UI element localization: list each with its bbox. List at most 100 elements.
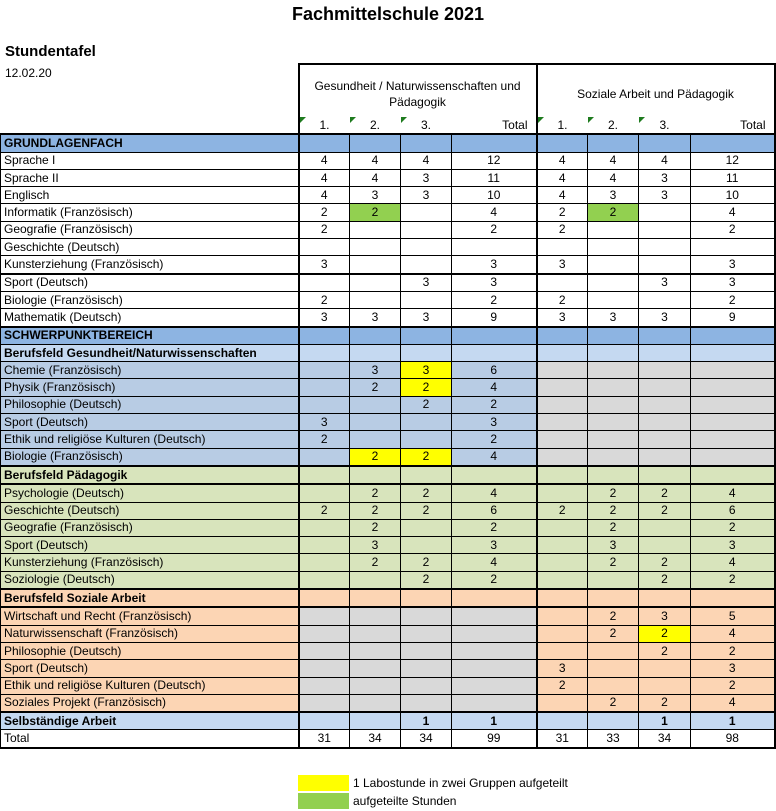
hours-cell (638, 238, 691, 257)
row-label: Mathematik (Deutsch) (0, 308, 300, 328)
hours-cell: 2 (587, 483, 639, 503)
hours-cell (349, 343, 401, 363)
hours-cell: 2 (587, 624, 639, 643)
hours-cell (587, 325, 639, 345)
hours-cell (451, 659, 538, 678)
hours-cell (451, 343, 538, 363)
row-label: Kunsterziehung (Französisch) (0, 255, 300, 275)
hours-cell: 4 (587, 168, 639, 188)
hours-cell (638, 133, 691, 153)
table-row: Kunsterziehung (Französisch) 3 3 3 3 (0, 255, 776, 275)
table-row: Geschichte (Deutsch) 2 2 2 6 2 2 2 6 (0, 501, 776, 520)
row-label: SCHWERPUNKTBEREICH (0, 325, 300, 345)
hours-cell: 12 (451, 151, 538, 170)
hours-cell (400, 238, 452, 257)
legend-label: 1 Labostunde in zwei Gruppen aufgeteilt (353, 776, 568, 790)
legend-swatch-yellow (298, 775, 349, 791)
hours-cell (298, 395, 350, 415)
hours-cell: 3 (690, 659, 776, 678)
hours-cell (638, 220, 691, 240)
hours-cell (451, 624, 538, 643)
hours-cell: 11 (451, 168, 538, 188)
hours-cell (298, 238, 350, 257)
hours-cell: 4 (690, 483, 776, 503)
legend-item-lab-hour: 1 Labostunde in zwei Gruppen aufgeteilt (298, 775, 568, 791)
hours-cell: 2 (536, 290, 588, 310)
header-empty (0, 64, 300, 135)
row-label: Sport (Deutsch) (0, 413, 300, 432)
row-label: Ethik und religiöse Kulturen (Deutsch) (0, 676, 300, 695)
hours-cell (536, 606, 588, 626)
hours-cell (349, 255, 401, 275)
row-label: Sport (Deutsch) (0, 536, 300, 555)
hours-cell: 2 (349, 483, 401, 503)
hours-cell (400, 464, 452, 485)
hours-cell: 3 (400, 186, 452, 205)
column-header-year: 1. (298, 117, 350, 136)
hours-cell: 3 (349, 186, 401, 205)
hours-cell (536, 711, 588, 731)
hours-cell: 3 (400, 361, 452, 380)
hours-cell (536, 464, 588, 485)
hours-cell (400, 325, 452, 345)
hours-cell: 2 (349, 203, 401, 222)
hours-cell: 3 (638, 606, 691, 626)
hours-cell (690, 395, 776, 415)
hours-cell (587, 378, 639, 397)
hours-cell (298, 624, 350, 643)
hours-cell (349, 676, 401, 695)
hours-cell: 4 (298, 151, 350, 170)
hours-cell (349, 606, 401, 626)
hours-cell (400, 430, 452, 449)
hours-cell: 4 (587, 151, 639, 170)
hours-cell (638, 518, 691, 538)
hours-cell: 33 (587, 729, 639, 749)
hours-cell (400, 641, 452, 661)
table-row: Soziologie (Deutsch) 2 2 2 2 (0, 570, 776, 590)
hours-cell (587, 447, 639, 467)
hours-cell (587, 659, 639, 678)
hours-cell (298, 659, 350, 678)
hours-cell (690, 413, 776, 432)
legend-swatch-green (298, 793, 349, 809)
hours-cell (638, 413, 691, 432)
hours-cell (536, 624, 588, 643)
hours-cell: 2 (298, 501, 350, 520)
hours-cell: 3 (400, 308, 452, 328)
hours-cell: 2 (638, 570, 691, 590)
hours-cell (349, 238, 401, 257)
hours-cell: 2 (638, 553, 691, 572)
table-row: Englisch 4 3 3 10 4 3 3 10 (0, 186, 776, 205)
hours-cell: 3 (587, 186, 639, 205)
row-label: Berufsfeld Soziale Arbeit (0, 587, 300, 608)
hours-cell (690, 325, 776, 345)
hours-cell (638, 447, 691, 467)
hours-cell (298, 447, 350, 467)
hours-cell (349, 464, 401, 485)
row-label: Philosophie (Deutsch) (0, 641, 300, 661)
hours-cell (298, 570, 350, 590)
hours-cell (298, 464, 350, 485)
column-label: 3. (659, 117, 670, 132)
hours-cell: 2 (690, 676, 776, 695)
hours-cell (400, 133, 452, 153)
hours-cell: 3 (690, 255, 776, 275)
hours-cell (587, 395, 639, 415)
hours-cell: 2 (536, 501, 588, 520)
hours-cell: 1 (690, 711, 776, 731)
hours-cell: 2 (638, 641, 691, 661)
hours-cell: 2 (298, 203, 350, 222)
hours-cell: 4 (298, 168, 350, 188)
hours-cell (349, 395, 401, 415)
hours-cell: 2 (536, 676, 588, 695)
hours-cell: 3 (451, 413, 538, 432)
hours-cell (400, 587, 452, 608)
hours-cell: 2 (298, 430, 350, 449)
hours-cell (690, 587, 776, 608)
hours-cell (587, 133, 639, 153)
hours-cell (298, 518, 350, 538)
hours-cell: 98 (690, 729, 776, 749)
hours-cell (587, 587, 639, 608)
hours-cell: 2 (400, 570, 452, 590)
table-row: Philosophie (Deutsch) 2 2 (0, 395, 776, 415)
